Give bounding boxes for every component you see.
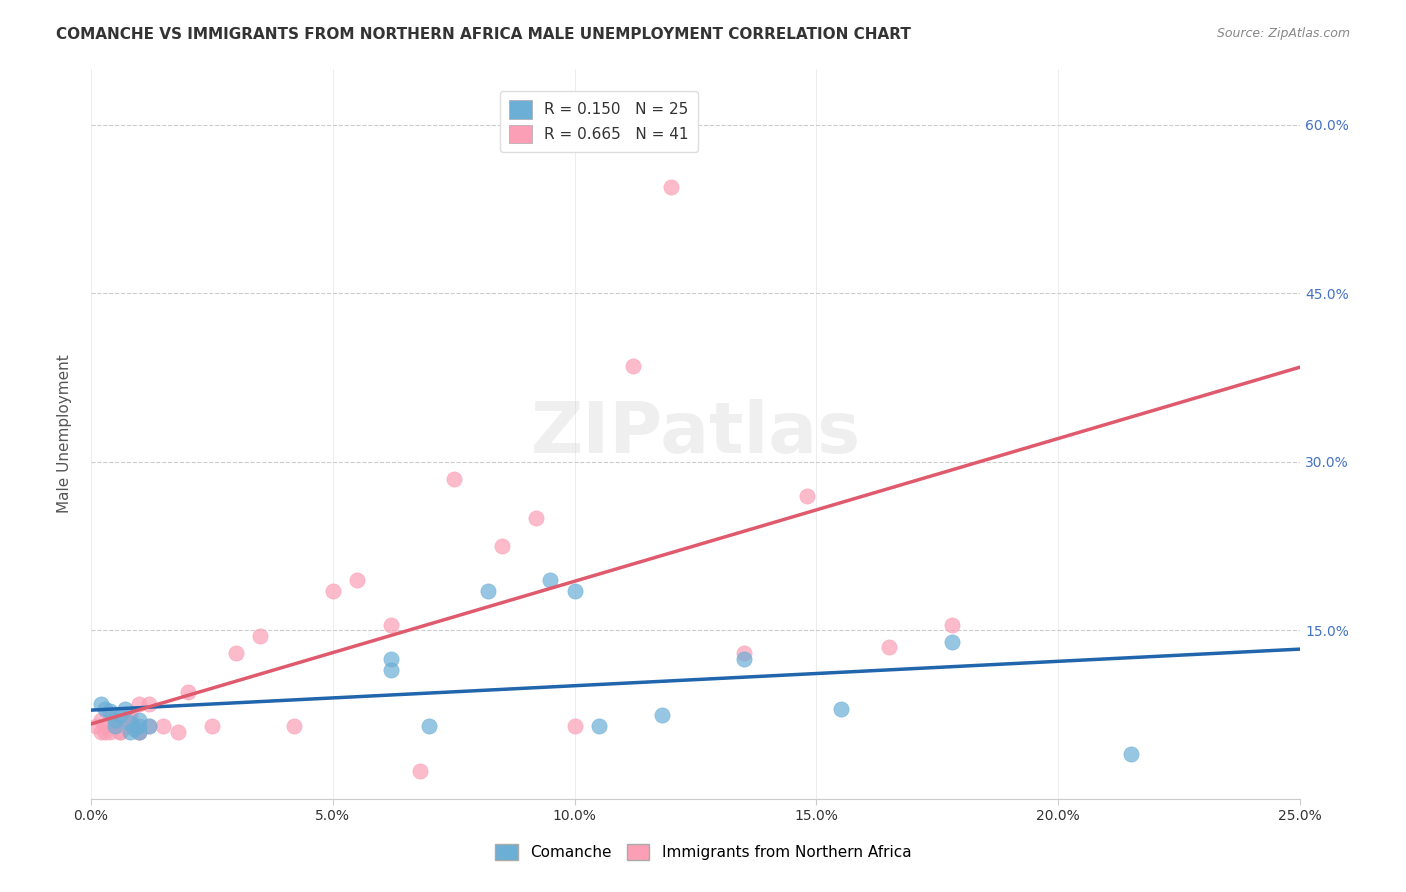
- Point: [322, 584, 344, 599]
- Text: Source: ZipAtlas.com: Source: ZipAtlas.com: [1216, 27, 1350, 40]
- Point: [201, 719, 224, 733]
- Point: [104, 719, 127, 733]
- Point: [114, 719, 136, 733]
- Point: [138, 719, 160, 733]
- Point: [564, 584, 586, 599]
- Point: [104, 719, 127, 733]
- Point: [588, 719, 610, 733]
- Point: [409, 764, 432, 778]
- Point: [118, 707, 141, 722]
- Point: [90, 714, 112, 728]
- Point: [94, 719, 117, 733]
- Point: [941, 634, 963, 648]
- Point: [118, 714, 141, 728]
- Point: [564, 719, 586, 733]
- Point: [104, 714, 127, 728]
- Text: COMANCHE VS IMMIGRANTS FROM NORTHERN AFRICA MALE UNEMPLOYMENT CORRELATION CHART: COMANCHE VS IMMIGRANTS FROM NORTHERN AFR…: [56, 27, 911, 42]
- Point: [108, 724, 131, 739]
- Point: [621, 359, 644, 374]
- Point: [128, 697, 150, 711]
- Point: [138, 719, 160, 733]
- Point: [443, 472, 465, 486]
- Point: [108, 707, 131, 722]
- Point: [380, 663, 402, 677]
- Point: [477, 584, 499, 599]
- Point: [118, 724, 141, 739]
- Text: ZIPatlas: ZIPatlas: [530, 400, 860, 468]
- Point: [114, 702, 136, 716]
- Point: [796, 489, 818, 503]
- Point: [167, 724, 190, 739]
- Point: [380, 618, 402, 632]
- Point: [98, 707, 121, 722]
- Point: [1119, 747, 1142, 761]
- Point: [830, 702, 852, 716]
- Point: [249, 629, 271, 643]
- Point: [104, 714, 127, 728]
- Point: [98, 724, 121, 739]
- Legend: Comanche, Immigrants from Northern Africa: Comanche, Immigrants from Northern Afric…: [488, 838, 918, 866]
- Point: [491, 539, 513, 553]
- Point: [283, 719, 305, 733]
- Point: [118, 715, 141, 730]
- Point: [225, 646, 247, 660]
- Point: [418, 719, 440, 733]
- Y-axis label: Male Unemployment: Male Unemployment: [58, 354, 72, 513]
- Point: [128, 719, 150, 733]
- Point: [108, 724, 131, 739]
- Point: [733, 646, 755, 660]
- Point: [138, 697, 160, 711]
- Point: [733, 651, 755, 665]
- Point: [90, 697, 112, 711]
- Point: [90, 724, 112, 739]
- Point: [651, 707, 673, 722]
- Point: [659, 179, 682, 194]
- Point: [524, 511, 547, 525]
- Point: [84, 719, 107, 733]
- Point: [94, 724, 117, 739]
- Point: [128, 724, 150, 739]
- Point: [128, 714, 150, 728]
- Point: [152, 719, 174, 733]
- Point: [124, 719, 146, 733]
- Point: [941, 618, 963, 632]
- Point: [346, 573, 368, 587]
- Point: [94, 702, 117, 716]
- Point: [380, 651, 402, 665]
- Point: [877, 640, 900, 655]
- Legend: R = 0.150   N = 25, R = 0.665   N = 41: R = 0.150 N = 25, R = 0.665 N = 41: [499, 91, 697, 153]
- Point: [98, 705, 121, 719]
- Point: [176, 685, 198, 699]
- Point: [124, 723, 146, 737]
- Point: [128, 724, 150, 739]
- Point: [128, 724, 150, 739]
- Point: [538, 573, 561, 587]
